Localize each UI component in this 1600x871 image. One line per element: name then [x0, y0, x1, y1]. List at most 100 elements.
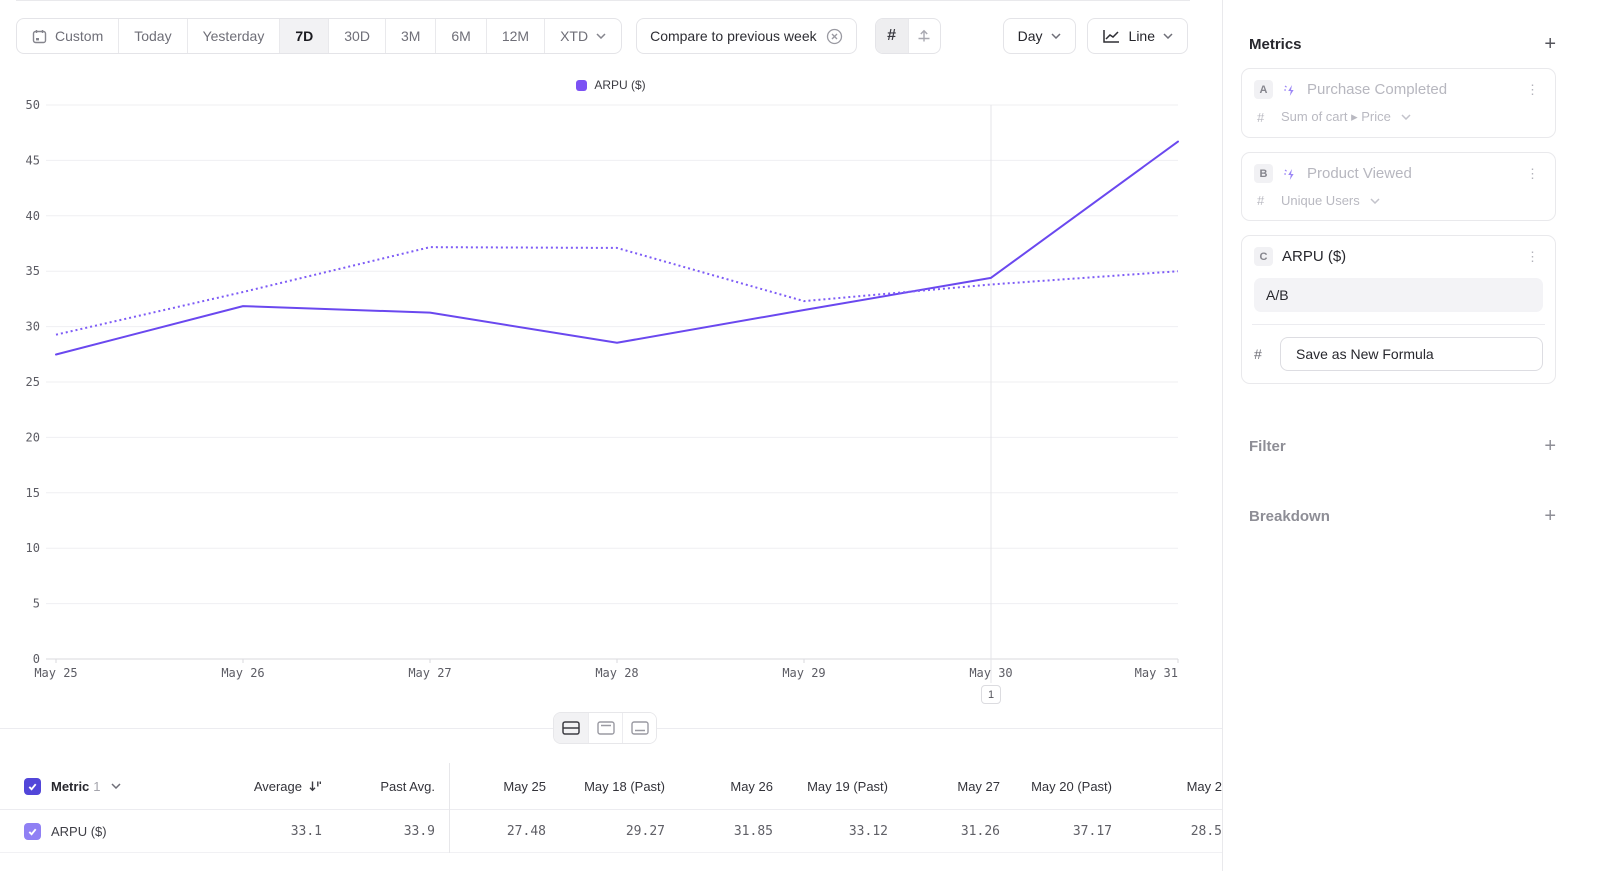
range-12m[interactable]: 12M	[487, 19, 546, 53]
average-label: Average	[253, 778, 302, 794]
chart-type-dropdown[interactable]: Line	[1086, 18, 1188, 54]
metric-badge: A	[1254, 80, 1273, 99]
past-avg-column-header[interactable]: Past Avg.	[380, 778, 435, 794]
chart-options-group: #	[874, 18, 941, 54]
metric-count: 1	[93, 778, 101, 794]
average-column-header[interactable]: Average	[230, 779, 322, 794]
chevron-down-icon	[596, 33, 606, 39]
series-line-current	[55, 140, 1179, 356]
card-divider	[1252, 324, 1545, 325]
date-column-header[interactable]: May 2	[1186, 778, 1222, 794]
layout-top-button[interactable]	[588, 713, 622, 743]
metric-menu-button[interactable]: ⋮	[1526, 166, 1539, 181]
chevron-down-icon	[1051, 33, 1061, 39]
x-axis-label: May 25	[34, 666, 77, 680]
table-column-divider	[449, 763, 450, 853]
query-sidebar: Metrics + A Purchase Completed ⋮ # Sum o…	[1222, 0, 1600, 871]
chart-legend: ARPU ($)	[0, 78, 1222, 92]
y-axis-label: 45	[26, 153, 40, 167]
y-axis-label: 10	[26, 541, 40, 555]
range-custom[interactable]: Custom	[17, 19, 120, 53]
layout-split-icon	[562, 721, 580, 735]
range-30d[interactable]: 30D	[329, 19, 386, 53]
breakdown-section: Breakdown +	[1223, 506, 1600, 526]
date-column-header[interactable]: May 27	[957, 778, 1000, 794]
cell-value: 29.27	[625, 823, 665, 839]
add-breakdown-button[interactable]: +	[1544, 505, 1556, 527]
metric-badge: B	[1254, 164, 1273, 183]
compare-chip-label: Compare to previous week	[650, 28, 817, 44]
annotation-badge[interactable]: 1	[981, 685, 1001, 704]
metric-title: Product Viewed	[1307, 165, 1412, 182]
range-xtd[interactable]: XTD	[545, 19, 621, 53]
row-metric-label[interactable]: ARPU ($)	[51, 823, 107, 839]
measure-selector[interactable]: Unique Users	[1281, 193, 1360, 208]
measure-selector[interactable]: Sum of cart ▸ Price	[1281, 109, 1391, 124]
range-yesterday[interactable]: Yesterday	[188, 19, 281, 53]
range-label: Yesterday	[202, 28, 265, 44]
range-6m[interactable]: 6M	[436, 19, 487, 53]
toolbar-right: Day Line	[1002, 18, 1188, 54]
metric-menu-button[interactable]: ⋮	[1526, 82, 1539, 97]
chart-type-label: Line	[1128, 28, 1155, 44]
measure-type-icon: #	[1257, 109, 1265, 125]
metric-title: Purchase Completed	[1307, 81, 1448, 98]
x-axis-label: May 27	[408, 666, 451, 680]
annotations-toggle-button[interactable]	[907, 19, 940, 53]
filter-section-title: Filter	[1249, 437, 1286, 455]
cell-value: 33.12	[848, 823, 888, 839]
legend-swatch	[576, 79, 588, 91]
event-spark-icon	[1284, 84, 1294, 96]
layout-switcher	[553, 712, 657, 744]
date-column-header[interactable]: May 18 (Past)	[584, 778, 665, 794]
metrics-section-title: Metrics	[1249, 35, 1302, 53]
table-row: ARPU ($) 33.1 33.9 27.48 29.27 31.85 33.…	[0, 809, 1222, 853]
chart-svg[interactable]: 0 5 10 15 20 25 30 35 40 45 50 May 25 May 26 May 27 Ma…	[0, 0, 1222, 710]
formula-input[interactable]: A/B	[1254, 278, 1543, 312]
metric-menu-button[interactable]: ⋮	[1526, 249, 1539, 264]
compare-chip[interactable]: Compare to previous week	[636, 18, 857, 54]
metric-column-header[interactable]: Metric 1	[51, 779, 101, 794]
range-3m[interactable]: 3M	[386, 19, 437, 53]
x-axis-label: May 31	[1135, 666, 1178, 680]
range-label: Custom	[55, 28, 104, 44]
metric-card-c[interactable]: C ARPU ($) ⋮ A/B # Save as New Formula	[1241, 235, 1556, 384]
layout-bottom-button[interactable]	[622, 713, 656, 743]
date-column-header[interactable]: May 26	[730, 778, 773, 794]
grid-toggle-button[interactable]: #	[875, 19, 908, 53]
chart-panel: Custom Today Yesterday 7D 30D 3M 6M 12M …	[0, 0, 1222, 853]
metric-card-a[interactable]: A Purchase Completed ⋮ # Sum of cart ▸ P…	[1241, 68, 1556, 138]
layout-split-button[interactable]	[554, 713, 588, 743]
range-7d[interactable]: 7D	[280, 19, 330, 53]
date-column-header[interactable]: May 25	[503, 778, 546, 794]
add-filter-button[interactable]: +	[1544, 435, 1556, 457]
results-table: Metric 1 Average Past Avg. May 25 May 18 …	[0, 763, 1222, 853]
remove-compare-icon[interactable]	[826, 28, 843, 45]
granularity-label: Day	[1017, 28, 1043, 44]
add-metric-button[interactable]: +	[1544, 33, 1556, 55]
save-as-new-formula-button[interactable]: Save as New Formula	[1280, 337, 1543, 371]
chevron-down-icon	[1163, 33, 1173, 39]
chevron-down-icon[interactable]	[111, 783, 121, 789]
range-label: 7D	[295, 28, 314, 44]
check-icon	[28, 828, 37, 836]
metric-label: Metric	[51, 778, 90, 794]
cell-value: 37.17	[1072, 823, 1112, 839]
calendar-icon	[32, 29, 47, 43]
y-axis-label: 0	[33, 652, 40, 666]
row-checkbox[interactable]	[24, 822, 41, 840]
series-line-previous	[55, 246, 1179, 336]
date-column-header[interactable]: May 20 (Past)	[1031, 778, 1112, 794]
cell-past-avg: 33.9	[403, 823, 435, 839]
metric-card-b[interactable]: B Product Viewed ⋮ # Unique Users	[1241, 152, 1556, 221]
top-divider	[16, 0, 1190, 1]
granularity-dropdown[interactable]: Day	[1002, 18, 1076, 54]
date-column-header[interactable]: May 19 (Past)	[807, 778, 888, 794]
select-all-checkbox[interactable]	[24, 777, 41, 795]
range-label: 3M	[400, 28, 421, 44]
sort-descending-icon	[309, 781, 322, 792]
layout-bottom-icon	[630, 721, 649, 735]
legend-label[interactable]: ARPU ($)	[594, 78, 646, 92]
range-today[interactable]: Today	[119, 19, 188, 53]
